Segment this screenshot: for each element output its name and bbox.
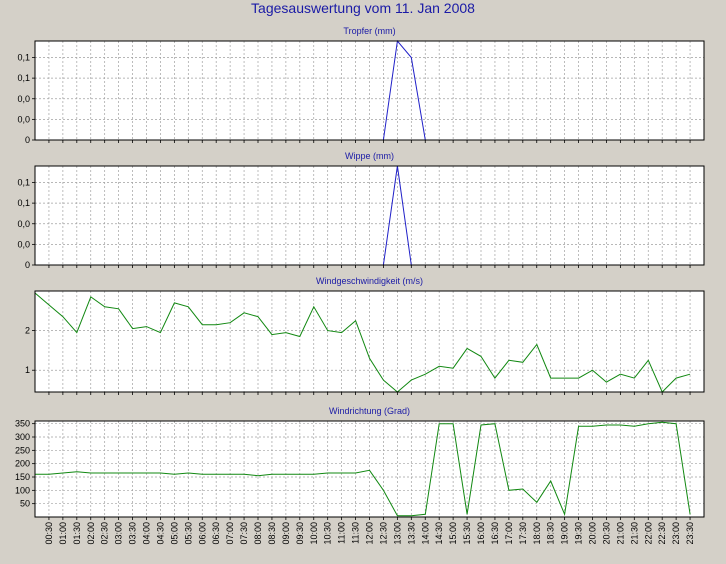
x-tick-label: 05:30 [183, 522, 193, 545]
x-tick-label: 17:00 [504, 522, 514, 545]
x-tick-label: 04:00 [142, 522, 152, 545]
plot-border [34, 420, 705, 518]
x-tick-label: 10:00 [309, 522, 319, 545]
y-tick-label: 0 [25, 260, 30, 270]
x-tick-label: 09:00 [281, 522, 291, 545]
y-tick-label: 1 [25, 365, 30, 375]
x-tick-label: 18:30 [546, 522, 556, 545]
x-tick-label: 15:00 [448, 522, 458, 545]
x-tick-label: 18:00 [532, 522, 542, 545]
x-tick-label: 00:30 [44, 522, 54, 545]
plot-border [34, 290, 705, 393]
x-tick-label: 20:30 [601, 522, 611, 545]
x-tick-label: 06:00 [197, 522, 207, 545]
x-tick-label: 20:00 [588, 522, 598, 545]
chart-panel-1: Tropfer (mm) 0 0,0 0,0 0,1 0,1 [17, 26, 705, 145]
chart-panel-2: Wippe (mm) 0 0,0 0,0 0,1 0,1 [17, 151, 705, 270]
x-tick-label: 01:00 [58, 522, 68, 545]
x-tick-label: 15:30 [462, 522, 472, 545]
x-tick-label: 22:30 [657, 522, 667, 545]
x-tick-label: 07:00 [225, 522, 235, 545]
x-tick-label: 22:00 [643, 522, 653, 545]
y-tick-label: 0,1 [17, 73, 30, 83]
y-tick-label: 0,0 [17, 239, 30, 249]
x-tick-label: 16:00 [476, 522, 486, 545]
series-line [35, 421, 691, 517]
x-tick-label: 19:00 [560, 522, 570, 545]
x-tick-label: 03:00 [114, 522, 124, 545]
y-tick-label: 350 [15, 419, 30, 429]
x-tick-label: 02:00 [86, 522, 96, 545]
x-tick-label: 13:00 [392, 522, 402, 545]
y-tick-label: 200 [15, 459, 30, 469]
x-tick-label: 08:30 [267, 522, 277, 545]
y-tick-label: 300 [15, 432, 30, 442]
x-tick-label: 21:00 [615, 522, 625, 545]
x-tick-label: 13:30 [406, 522, 416, 545]
chart-panel-3: Windgeschwindigkeit (m/s) 1 2 [25, 276, 705, 395]
y-tick-label: 0,1 [17, 53, 30, 63]
y-tick-label: 0,0 [17, 114, 30, 124]
y-tick-label: 0,0 [17, 219, 30, 229]
x-tick-label: 12:00 [365, 522, 375, 545]
y-tick-label: 0,1 [17, 198, 30, 208]
x-tick-label: 09:30 [295, 522, 305, 545]
panel-title: Wippe (mm) [345, 151, 394, 161]
x-tick-label: 11:00 [337, 522, 347, 544]
y-tick-label: 0,1 [17, 178, 30, 188]
plot-border [34, 165, 705, 266]
plot-border [34, 40, 705, 141]
x-tick-label: 17:30 [518, 522, 528, 545]
x-tick-label: 04:30 [155, 522, 165, 545]
chart-panel-4: Windrichtung (Grad) 50 100 150 200 250 300 350 [15, 406, 705, 520]
y-tick-label: 50 [20, 499, 30, 509]
x-tick-label: 21:30 [629, 522, 639, 545]
x-tick-label: 14:00 [420, 522, 430, 545]
y-tick-label: 0 [25, 135, 30, 145]
x-tick-label: 07:30 [239, 522, 249, 545]
panel-title: Windgeschwindigkeit (m/s) [316, 276, 423, 286]
y-tick-label: 0,0 [17, 94, 30, 104]
x-tick-label: 01:30 [72, 522, 82, 545]
y-tick-label: 150 [15, 472, 30, 482]
x-tick-label: 19:30 [574, 522, 584, 545]
x-tick-label: 02:30 [100, 522, 110, 545]
x-tick-label: 03:30 [128, 522, 138, 545]
x-tick-label: 06:30 [211, 522, 221, 545]
x-tick-label: 23:00 [671, 522, 681, 545]
x-tick-label: 05:00 [169, 522, 179, 545]
x-tick-label: 16:30 [490, 522, 500, 545]
y-tick-label: 100 [15, 485, 30, 495]
x-tick-label: 12:30 [378, 522, 388, 545]
panel-title: Tropfer (mm) [343, 26, 395, 36]
x-tick-label: 08:00 [253, 522, 263, 545]
x-tick-label: 10:30 [323, 522, 333, 545]
series-line [34, 292, 691, 393]
x-tick-label: 14:30 [434, 522, 444, 545]
page-title: Tagesauswertung vom 11. Jan 2008 [251, 0, 475, 16]
x-tick-label: 11:30 [351, 522, 361, 544]
y-tick-label: 2 [25, 326, 30, 336]
x-tick-label: 23:30 [685, 522, 695, 545]
panel-title: Windrichtung (Grad) [329, 406, 410, 416]
series-line [382, 39, 426, 141]
y-tick-label: 250 [15, 445, 30, 455]
